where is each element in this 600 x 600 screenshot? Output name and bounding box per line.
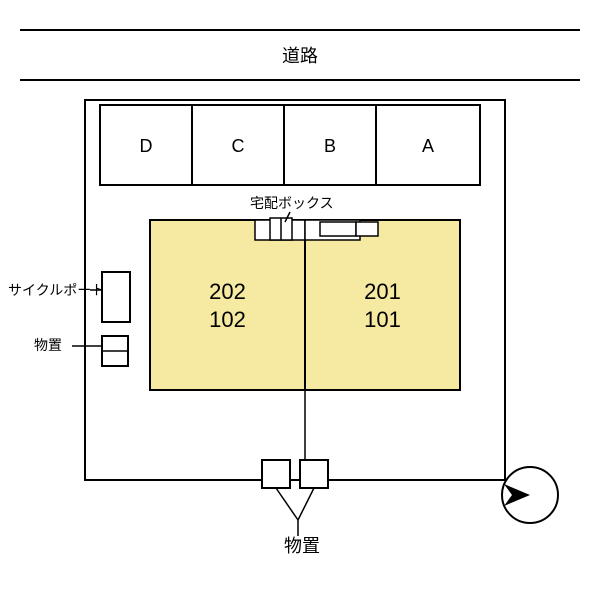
- delivery-box-label: 宅配ボックス: [250, 195, 334, 211]
- room-label: 201: [364, 279, 401, 304]
- parking-label: C: [232, 136, 245, 156]
- parking-label: A: [422, 136, 434, 156]
- storage-label: 物置: [34, 337, 62, 353]
- delivery-box: [356, 222, 378, 236]
- storage-label: 物置: [284, 536, 320, 556]
- room-label: 202: [209, 279, 246, 304]
- parking-label: B: [324, 136, 336, 156]
- storage-box: [300, 460, 328, 488]
- storage-box: [262, 460, 290, 488]
- room-label: 102: [209, 307, 246, 332]
- site-plan-diagram: 道路DCBA202102201101宅配ボックスサイクルポート物置物置: [0, 0, 600, 600]
- room-label: 101: [364, 307, 401, 332]
- cycle-port-box: [102, 272, 130, 322]
- room-201-101: [305, 220, 460, 390]
- delivery-box: [320, 222, 356, 236]
- room-202-102: [150, 220, 305, 390]
- road-label: 道路: [282, 46, 318, 66]
- parking-label: D: [140, 136, 153, 156]
